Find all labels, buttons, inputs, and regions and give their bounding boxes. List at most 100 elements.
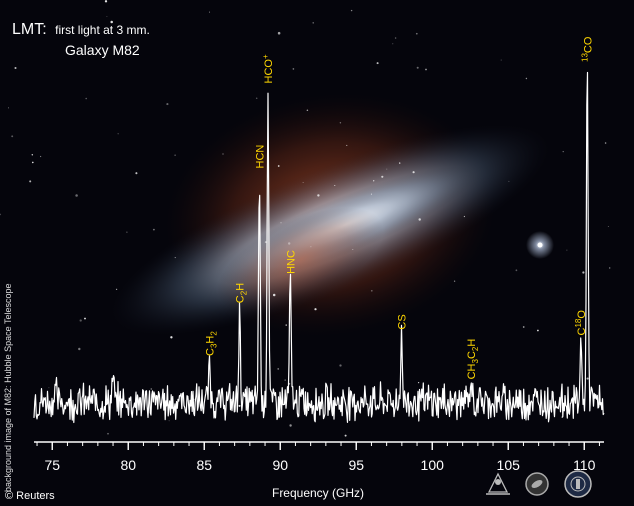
background-star [463,215,466,218]
figure-title: LMT: first light at 3 mm. [12,21,150,38]
line-label-hcn: HCN [254,145,266,169]
line-label-hco: HCO+ [261,54,275,83]
background-star [277,165,280,167]
background-star [152,228,155,231]
background-star [238,404,241,407]
background-star [78,347,81,351]
round-emblem-icon [525,472,549,496]
background-star [166,103,169,106]
background-star [115,288,118,290]
background-star [289,424,292,427]
background-star [39,155,42,158]
background-star [352,248,354,251]
tick-label: 90 [272,457,288,473]
background-star [117,133,119,135]
tick-label: 85 [196,457,212,473]
background-star [306,109,309,112]
background-star [399,162,401,164]
frequency-axis: 75 80 85 90 95 100 105 110 Frequency (GHz) [34,441,604,500]
background-star [106,16,108,17]
background-star [317,194,320,197]
background-star [350,9,353,12]
background-star [110,20,113,24]
background-star [346,144,348,146]
line-label-13co: 13CO [580,36,594,62]
state-seal-icon [564,470,592,498]
background-star [370,193,372,195]
background-star [7,107,10,109]
background-star [392,43,394,45]
title-prefix: LMT: [12,21,47,38]
background-star [285,324,287,326]
axis-major-ticks: 75 80 85 90 95 100 105 110 [44,442,596,473]
background-star [312,22,314,24]
ornament-logo-icon [486,472,510,495]
tick-label: 110 [573,457,596,473]
background-star [29,180,32,183]
background-star [373,180,375,182]
axis-label: Frequency (GHz) [272,486,364,500]
background-star [126,231,128,233]
background-star [272,293,276,297]
background-star [500,59,502,61]
background-star [339,122,342,124]
background-star [310,246,312,248]
background-star [376,62,379,65]
background-star [31,161,34,164]
molecule-labels: HCO+ HCN HNC C2H C3H2 CS CH3C2H C18O 13CO [204,36,594,379]
background-star [11,135,14,138]
background-star [85,97,88,100]
background-star [14,66,17,70]
tick-label: 100 [421,457,445,473]
line-label-c2h: C2H [235,283,249,303]
background-star [566,249,568,251]
background-star [515,269,518,272]
background-star [508,180,510,182]
background-star [344,434,347,437]
background-star [170,336,173,339]
background-star [79,319,82,322]
background-star [586,377,589,380]
background-star [536,329,539,332]
background-star [48,387,50,389]
background-star [381,175,384,178]
background-star [255,97,258,99]
side-credit: background image of M82: Hubble Space Te… [3,284,13,492]
background-star [416,66,419,69]
background-star [609,267,611,269]
line-label-cs: CS [397,314,409,329]
background-star [31,154,34,156]
background-star [334,184,336,187]
background-star [209,11,211,13]
background-star [277,368,280,370]
background-star [302,182,304,183]
spectrum-line [33,71,605,424]
background-star [280,222,282,224]
copyright-text: © Reuters [5,490,55,502]
background-star [415,32,418,35]
background-star [425,68,427,71]
background-star [174,257,176,259]
background-star [84,317,86,320]
background-star [150,388,153,390]
background-star [604,142,607,144]
background-star [453,280,456,282]
background-star [562,150,564,153]
background-star [394,37,397,39]
background-star [525,77,528,80]
background-star [135,172,138,175]
background-star [522,326,525,328]
background-star [284,379,287,381]
background-stars [0,0,611,437]
galaxy-image [0,0,611,437]
title-rest: first light at 3 mm. [55,23,150,37]
background-star [75,194,78,197]
tick-label: 75 [44,457,60,473]
line-label-c3h2: C3H2 [204,331,218,356]
background-star [339,364,342,367]
background-star [107,432,109,435]
background-star [174,154,176,156]
background-star [314,308,317,311]
background-star [417,381,420,384]
background-star [386,168,388,170]
